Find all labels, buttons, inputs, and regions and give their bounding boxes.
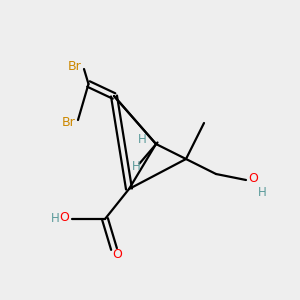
Text: Br: Br — [62, 116, 76, 130]
Text: H: H — [132, 160, 141, 173]
Text: H: H — [138, 133, 147, 146]
Text: H: H — [258, 185, 267, 199]
Text: Br: Br — [68, 59, 82, 73]
Text: O: O — [60, 211, 69, 224]
Text: H: H — [51, 212, 60, 226]
Text: O: O — [249, 172, 258, 185]
Text: O: O — [112, 248, 122, 262]
